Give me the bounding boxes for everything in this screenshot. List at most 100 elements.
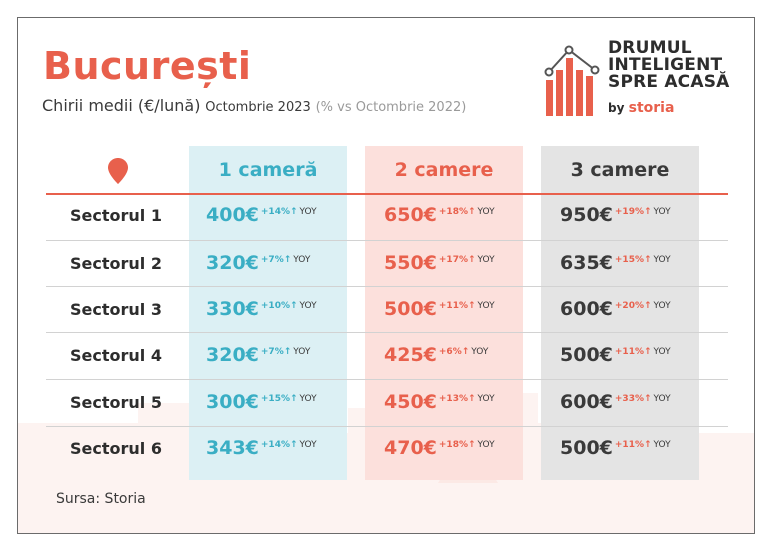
change-value: +17%↑ bbox=[438, 255, 476, 265]
change-value: +18%↑ bbox=[438, 207, 476, 217]
logo-by-text: by bbox=[608, 101, 625, 115]
yoy-label: YOY bbox=[653, 440, 671, 450]
price-value: 600€ bbox=[560, 391, 613, 413]
row-divider bbox=[46, 286, 728, 287]
row-label-sector-3: Sectorul 3 bbox=[70, 300, 162, 319]
change-value: +6%↑ bbox=[438, 347, 470, 357]
change-value: +11%↑ bbox=[614, 347, 652, 357]
subtitle-compare: (% vs Octombrie 2022) bbox=[315, 100, 467, 115]
logo-wordmark: DRUMUL INTELIGENT SPRE ACASĂ bbox=[608, 40, 730, 91]
logo-byline: by storia bbox=[608, 100, 674, 116]
price-value: 550€ bbox=[384, 252, 437, 274]
price-cell: 500€ +11%↑ YOY bbox=[384, 298, 495, 320]
row-divider bbox=[46, 379, 728, 380]
price-cell: 600€ +20%↑ YOY bbox=[560, 298, 671, 320]
yoy-label: YOY bbox=[653, 347, 671, 357]
price-value: 400€ bbox=[206, 204, 259, 226]
row-divider bbox=[46, 240, 728, 241]
column-1-background bbox=[189, 146, 347, 480]
infographic-card: București Chirii medii (€/lună) Octombri… bbox=[17, 17, 755, 534]
yoy-label: YOY bbox=[477, 301, 495, 311]
column-3-background bbox=[541, 146, 699, 480]
change-value: +14%↑ bbox=[260, 440, 298, 450]
column-header-3-rooms: 3 camere bbox=[570, 159, 670, 181]
logo-brand: storia bbox=[628, 100, 675, 116]
row-divider bbox=[46, 426, 728, 427]
change-value: +13%↑ bbox=[438, 394, 476, 404]
logo-line-2: INTELIGENT bbox=[608, 55, 723, 75]
price-value: 300€ bbox=[206, 391, 259, 413]
price-value: 500€ bbox=[560, 344, 613, 366]
page-subtitle: Chirii medii (€/lună) Octombrie 2023 (% … bbox=[42, 96, 466, 115]
price-cell: 635€ +15%↑ YOY bbox=[560, 252, 671, 274]
yoy-label: YOY bbox=[299, 440, 317, 450]
change-value: +11%↑ bbox=[438, 301, 476, 311]
logo-line-1: DRUMUL bbox=[608, 38, 692, 58]
bar-chart-house-icon bbox=[544, 45, 600, 116]
price-cell: 320€ +7%↑ YOY bbox=[206, 344, 310, 366]
price-value: 450€ bbox=[384, 391, 437, 413]
column-header-1-room: 1 cameră bbox=[218, 159, 318, 181]
yoy-label: YOY bbox=[653, 255, 671, 265]
price-cell: 650€ +18%↑ YOY bbox=[384, 204, 495, 226]
price-value: 343€ bbox=[206, 437, 259, 459]
yoy-label: YOY bbox=[299, 394, 317, 404]
row-label-sector-5: Sectorul 5 bbox=[70, 393, 162, 412]
price-cell: 425€ +6%↑ YOY bbox=[384, 344, 488, 366]
price-value: 320€ bbox=[206, 252, 259, 274]
price-cell: 330€ +10%↑ YOY bbox=[206, 298, 317, 320]
price-value: 950€ bbox=[560, 204, 613, 226]
price-cell: 600€ +33%↑ YOY bbox=[560, 391, 671, 413]
price-cell: 400€ +14%↑ YOY bbox=[206, 204, 317, 226]
yoy-label: YOY bbox=[477, 207, 495, 217]
price-value: 330€ bbox=[206, 298, 259, 320]
row-divider bbox=[46, 332, 728, 333]
change-value: +15%↑ bbox=[614, 255, 652, 265]
change-value: +11%↑ bbox=[614, 440, 652, 450]
yoy-label: YOY bbox=[293, 255, 311, 265]
price-cell: 500€ +11%↑ YOY bbox=[560, 344, 671, 366]
page-title: București bbox=[43, 44, 252, 88]
logo-line-3: SPRE ACASĂ bbox=[608, 72, 730, 92]
yoy-label: YOY bbox=[477, 394, 495, 404]
yoy-label: YOY bbox=[299, 207, 317, 217]
header-divider bbox=[46, 193, 728, 195]
price-cell: 300€ +15%↑ YOY bbox=[206, 391, 317, 413]
price-value: 425€ bbox=[384, 344, 437, 366]
price-cell: 500€ +11%↑ YOY bbox=[560, 437, 671, 459]
map-pin-icon bbox=[108, 158, 128, 184]
change-value: +7%↑ bbox=[260, 255, 292, 265]
change-value: +18%↑ bbox=[438, 440, 476, 450]
price-cell: 343€ +14%↑ YOY bbox=[206, 437, 317, 459]
change-value: +20%↑ bbox=[614, 301, 652, 311]
yoy-label: YOY bbox=[299, 301, 317, 311]
price-cell: 950€ +19%↑ YOY bbox=[560, 204, 671, 226]
yoy-label: YOY bbox=[653, 394, 671, 404]
price-cell: 320€ +7%↑ YOY bbox=[206, 252, 310, 274]
price-value: 320€ bbox=[206, 344, 259, 366]
price-value: 500€ bbox=[560, 437, 613, 459]
price-cell: 450€ +13%↑ YOY bbox=[384, 391, 495, 413]
change-value: +10%↑ bbox=[260, 301, 298, 311]
change-value: +15%↑ bbox=[260, 394, 298, 404]
yoy-label: YOY bbox=[293, 347, 311, 357]
row-label-sector-6: Sectorul 6 bbox=[70, 439, 162, 458]
price-cell: 470€ +18%↑ YOY bbox=[384, 437, 495, 459]
price-value: 635€ bbox=[560, 252, 613, 274]
yoy-label: YOY bbox=[471, 347, 489, 357]
row-label-sector-1: Sectorul 1 bbox=[70, 206, 162, 225]
price-value: 650€ bbox=[384, 204, 437, 226]
change-value: +33%↑ bbox=[614, 394, 652, 404]
column-2-background bbox=[365, 146, 523, 480]
change-value: +14%↑ bbox=[260, 207, 298, 217]
row-label-sector-2: Sectorul 2 bbox=[70, 254, 162, 273]
yoy-label: YOY bbox=[477, 440, 495, 450]
price-value: 500€ bbox=[384, 298, 437, 320]
yoy-label: YOY bbox=[653, 207, 671, 217]
column-header-2-rooms: 2 camere bbox=[394, 159, 494, 181]
change-value: +7%↑ bbox=[260, 347, 292, 357]
yoy-label: YOY bbox=[477, 255, 495, 265]
subtitle-main: Chirii medii (€/lună) bbox=[42, 96, 201, 115]
source-note: Sursa: Storia bbox=[56, 491, 146, 507]
price-value: 470€ bbox=[384, 437, 437, 459]
